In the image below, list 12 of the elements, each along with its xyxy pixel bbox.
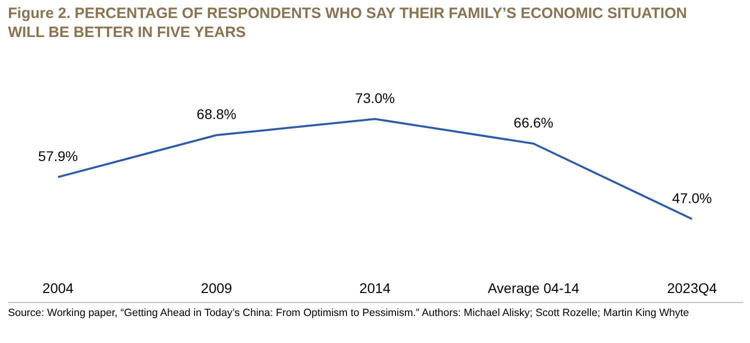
x-tick-label: 2009 [200,280,232,296]
x-tick-label: 2023Q4 [667,280,718,296]
data-label: 57.9% [38,148,78,164]
data-label: 73.0% [355,90,395,106]
x-tick-label: 2004 [42,280,74,296]
x-tick-label: Average 04-14 [488,280,580,296]
data-label: 68.8% [196,106,236,122]
source-note: Source: Working paper, “Getting Ahead in Today’s China: From Optimism to Pessimism.” Authors: Michael Alisky; Scott Rozelle; Martin King Whyte [8,302,743,320]
data-label: 47.0% [672,190,712,206]
data-label: 66.6% [514,114,554,131]
x-tick-label: 2014 [359,280,391,296]
chart-title: Figure 2. PERCENTAGE OF RESPONDENTS WHO SAY THEIR FAMILY’S ECONOMIC SITUATION WILL BE BETTER IN FIVE YEARS [8,4,688,42]
